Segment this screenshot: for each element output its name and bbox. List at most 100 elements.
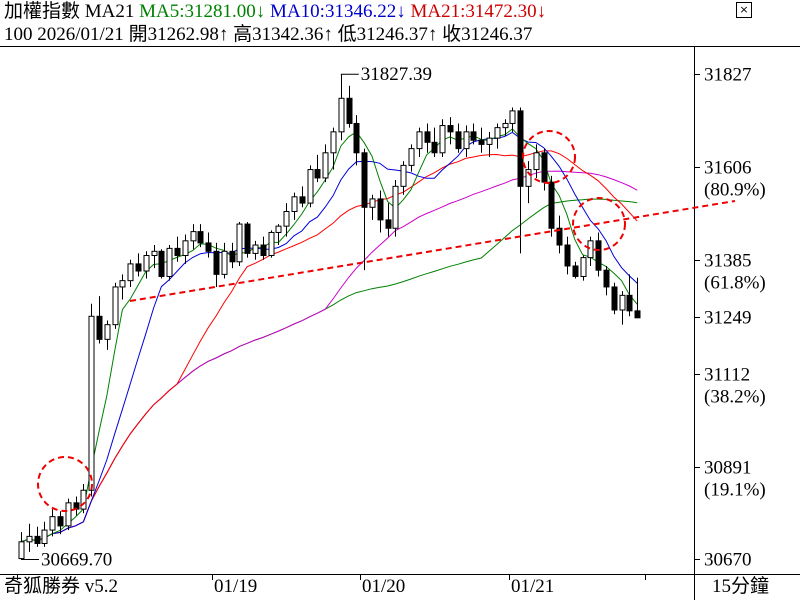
price-tick-label: 31385 [704,251,752,272]
candle-body [494,127,501,139]
candle-body [49,516,56,531]
highlight-circle [37,456,93,512]
candle-body [587,240,594,259]
candle-body [626,294,633,312]
price-tick-label: 30670 [704,550,752,571]
ma10-value: MA10:31346.22 [270,1,397,22]
open-value: 開31262.98 [128,24,219,45]
candle-body [205,242,212,252]
app-brand: 奇狐勝券 v5.2 [4,576,119,597]
candle-body [260,244,267,257]
ma21-arrow-icon: ↓ [536,1,547,22]
candle-body [338,97,345,133]
price-axis: 31827 31606(80.9%) 31385(61.8%) 31249 31112 (… [694,65,766,571]
footer-bar: 奇狐勝券 v5.2 15分鐘 [0,574,800,600]
bar-count: 100 [4,24,33,45]
candle-body [470,131,477,141]
candle-body [424,131,431,143]
candle-body [80,489,87,510]
candle-body [236,223,243,263]
fib-ratio-label: (80.9%) [704,180,766,201]
candle-body [57,516,64,527]
candle-body [322,152,329,179]
candle-body [408,148,415,166]
candle-body [572,265,579,277]
candle-body [619,294,626,311]
low-annotation: 30669.70 [41,550,112,571]
header-line-ma: 加權指數 MA21 MA5:31281.00↓ MA10:31346.22↓ M… [4,1,546,23]
ma21-line [20,150,638,543]
candle-body [314,169,321,179]
candle-body [486,137,493,145]
time-tick-label: 01/20 [362,576,405,597]
ma5-value: MA5:31281.00 [139,1,256,22]
candle-body [104,324,111,340]
price-tick-label: 31249 [704,308,752,329]
candle-body [455,131,462,150]
candle-body [174,247,181,257]
candle-body [119,280,126,288]
high-arrow-icon: ↑ [323,24,333,45]
candle-body [541,152,548,183]
moving-average-lines [20,128,638,543]
price-tick-label: 31112 [704,365,750,386]
price-tick-label: 30891 [704,458,752,479]
open-arrow-icon: ↑ [218,24,229,45]
candle-body [151,250,158,257]
ma-label: MA21 [84,1,135,22]
candle-body [88,315,95,491]
candle-body [18,541,25,560]
candle-body [213,250,220,275]
candle-body [361,152,368,208]
candle-body [634,310,641,319]
candle-body [158,250,165,277]
candle-body [447,125,454,133]
candle-body [143,255,150,272]
candle-body [548,181,555,229]
candle-body [509,110,516,124]
candle-body [431,141,438,154]
candle-body [416,131,423,150]
candle-body [369,198,376,208]
chart-header: 加權指數 MA21 MA5:31281.00↓ MA10:31346.22↓ M… [0,0,760,46]
period-selector[interactable]: 15分鐘 [712,576,770,597]
close-button[interactable]: × [736,2,752,18]
candle-body [34,535,41,544]
low-arrow-icon: ↑ [427,24,438,45]
high-value: 高31342.36 [233,24,324,45]
highlight-circle [522,130,576,184]
bar-date: 2026/01/21 [37,24,124,45]
candle-body [41,529,48,544]
fib-ratio-label: (19.1%) [704,480,766,501]
candle-body [244,223,251,254]
time-axis: 01/19 01/20 01/21 [17,574,646,597]
ma10-line [20,131,638,543]
candle-body [392,185,399,229]
candle-body [291,196,298,212]
candle-body [533,152,540,171]
candle-body [346,97,353,124]
candle-body [127,263,134,282]
candle-body [478,139,485,145]
fib-ratio-label: (61.8%) [704,273,766,294]
price-tick-label: 31606 [704,158,752,179]
candle-body [275,225,282,233]
candle-body [26,535,33,543]
candle-body [197,231,204,244]
candle-body [299,196,306,204]
candle-body [611,286,618,311]
ma21-value: MA21:31472.30 [410,1,537,22]
candle-body [502,122,509,129]
candle-body [268,231,275,257]
low-value: 低31246.37 [337,24,428,45]
candle-body [190,231,197,242]
candle-body [166,247,173,277]
candle-body [595,240,602,271]
candle-body [182,240,189,257]
time-tick-label: 01/19 [214,576,257,597]
candle-body [65,502,72,527]
ma5-line [20,128,638,543]
price-tick-label: 31827 [704,65,752,86]
candle-body [221,250,228,275]
